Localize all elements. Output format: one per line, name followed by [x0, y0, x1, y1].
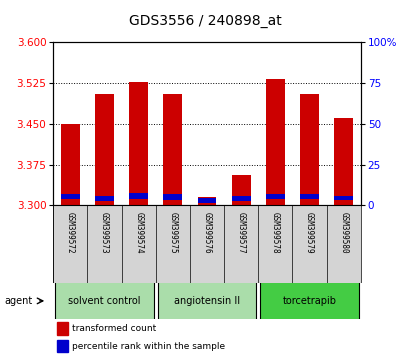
Text: GSM399573: GSM399573 [100, 212, 109, 253]
Bar [57, 340, 67, 352]
Bar [61, 124, 80, 205]
Text: transformed count: transformed count [72, 324, 155, 333]
Text: GDS3556 / 240898_at: GDS3556 / 240898_at [128, 14, 281, 28]
Text: agent: agent [4, 296, 32, 306]
Text: percentile rank within the sample: percentile rank within the sample [72, 342, 224, 351]
Text: torcetrapib: torcetrapib [282, 296, 336, 306]
Bar [231, 196, 250, 201]
Text: angiotensin II: angiotensin II [173, 296, 240, 306]
FancyBboxPatch shape [55, 28, 153, 326]
Text: GSM399575: GSM399575 [168, 212, 177, 253]
Bar [265, 79, 284, 205]
Bar [95, 195, 114, 201]
Text: GSM399580: GSM399580 [338, 212, 347, 253]
Bar [333, 119, 352, 205]
Bar [333, 195, 352, 200]
Bar [163, 94, 182, 205]
Bar [95, 94, 114, 205]
FancyBboxPatch shape [260, 28, 358, 326]
Bar [265, 194, 284, 199]
Bar [197, 198, 216, 202]
Bar [129, 193, 148, 199]
Text: GSM399576: GSM399576 [202, 212, 211, 253]
FancyBboxPatch shape [157, 28, 256, 326]
Text: GSM399578: GSM399578 [270, 212, 279, 253]
Text: GSM399574: GSM399574 [134, 212, 143, 253]
Text: solvent control: solvent control [68, 296, 140, 306]
Bar [299, 94, 318, 205]
Bar [57, 322, 67, 335]
Bar [61, 194, 80, 199]
Bar [299, 194, 318, 199]
Bar [129, 81, 148, 205]
Bar [197, 196, 216, 205]
Bar [163, 194, 182, 200]
Text: GSM399579: GSM399579 [304, 212, 313, 253]
Bar [231, 175, 250, 205]
Text: GSM399577: GSM399577 [236, 212, 245, 253]
Text: GSM399572: GSM399572 [66, 212, 75, 253]
